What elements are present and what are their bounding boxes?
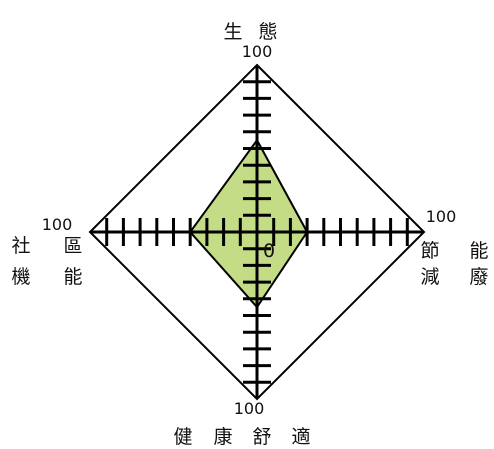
axis-label-right-r2-char-2: 廢 — [469, 266, 488, 288]
max-label-bottom: 100 — [234, 399, 265, 418]
max-label-left: 100 — [42, 215, 73, 234]
axis-label-bottom-char-2: 康 — [213, 426, 232, 448]
axis-label-top-char-1: 生 — [223, 21, 242, 43]
axis-label-bottom-char-4: 適 — [291, 426, 310, 448]
axis-label-left-r2-char-1: 機 — [11, 266, 30, 288]
axis-label-top-char-2: 態 — [258, 21, 277, 43]
axis-label-right-r1-char-1: 節 — [420, 240, 439, 262]
axis-label-right-r1-char-2: 能 — [469, 240, 488, 262]
max-label-right: 100 — [426, 207, 457, 226]
axis-label-bottom-char-3: 舒 — [252, 426, 271, 448]
max-label-top: 100 — [242, 42, 273, 61]
center-label-zero: 0 — [263, 240, 275, 262]
axis-label-left-r2-char-2: 能 — [63, 266, 82, 288]
axis-label-left-r1-char-1: 社 — [11, 235, 30, 257]
axis-label-left-r1-char-2: 區 — [63, 235, 82, 257]
axis-label-right-r2-char-1: 減 — [420, 266, 439, 288]
axis-label-bottom-char-1: 健 — [173, 426, 192, 448]
